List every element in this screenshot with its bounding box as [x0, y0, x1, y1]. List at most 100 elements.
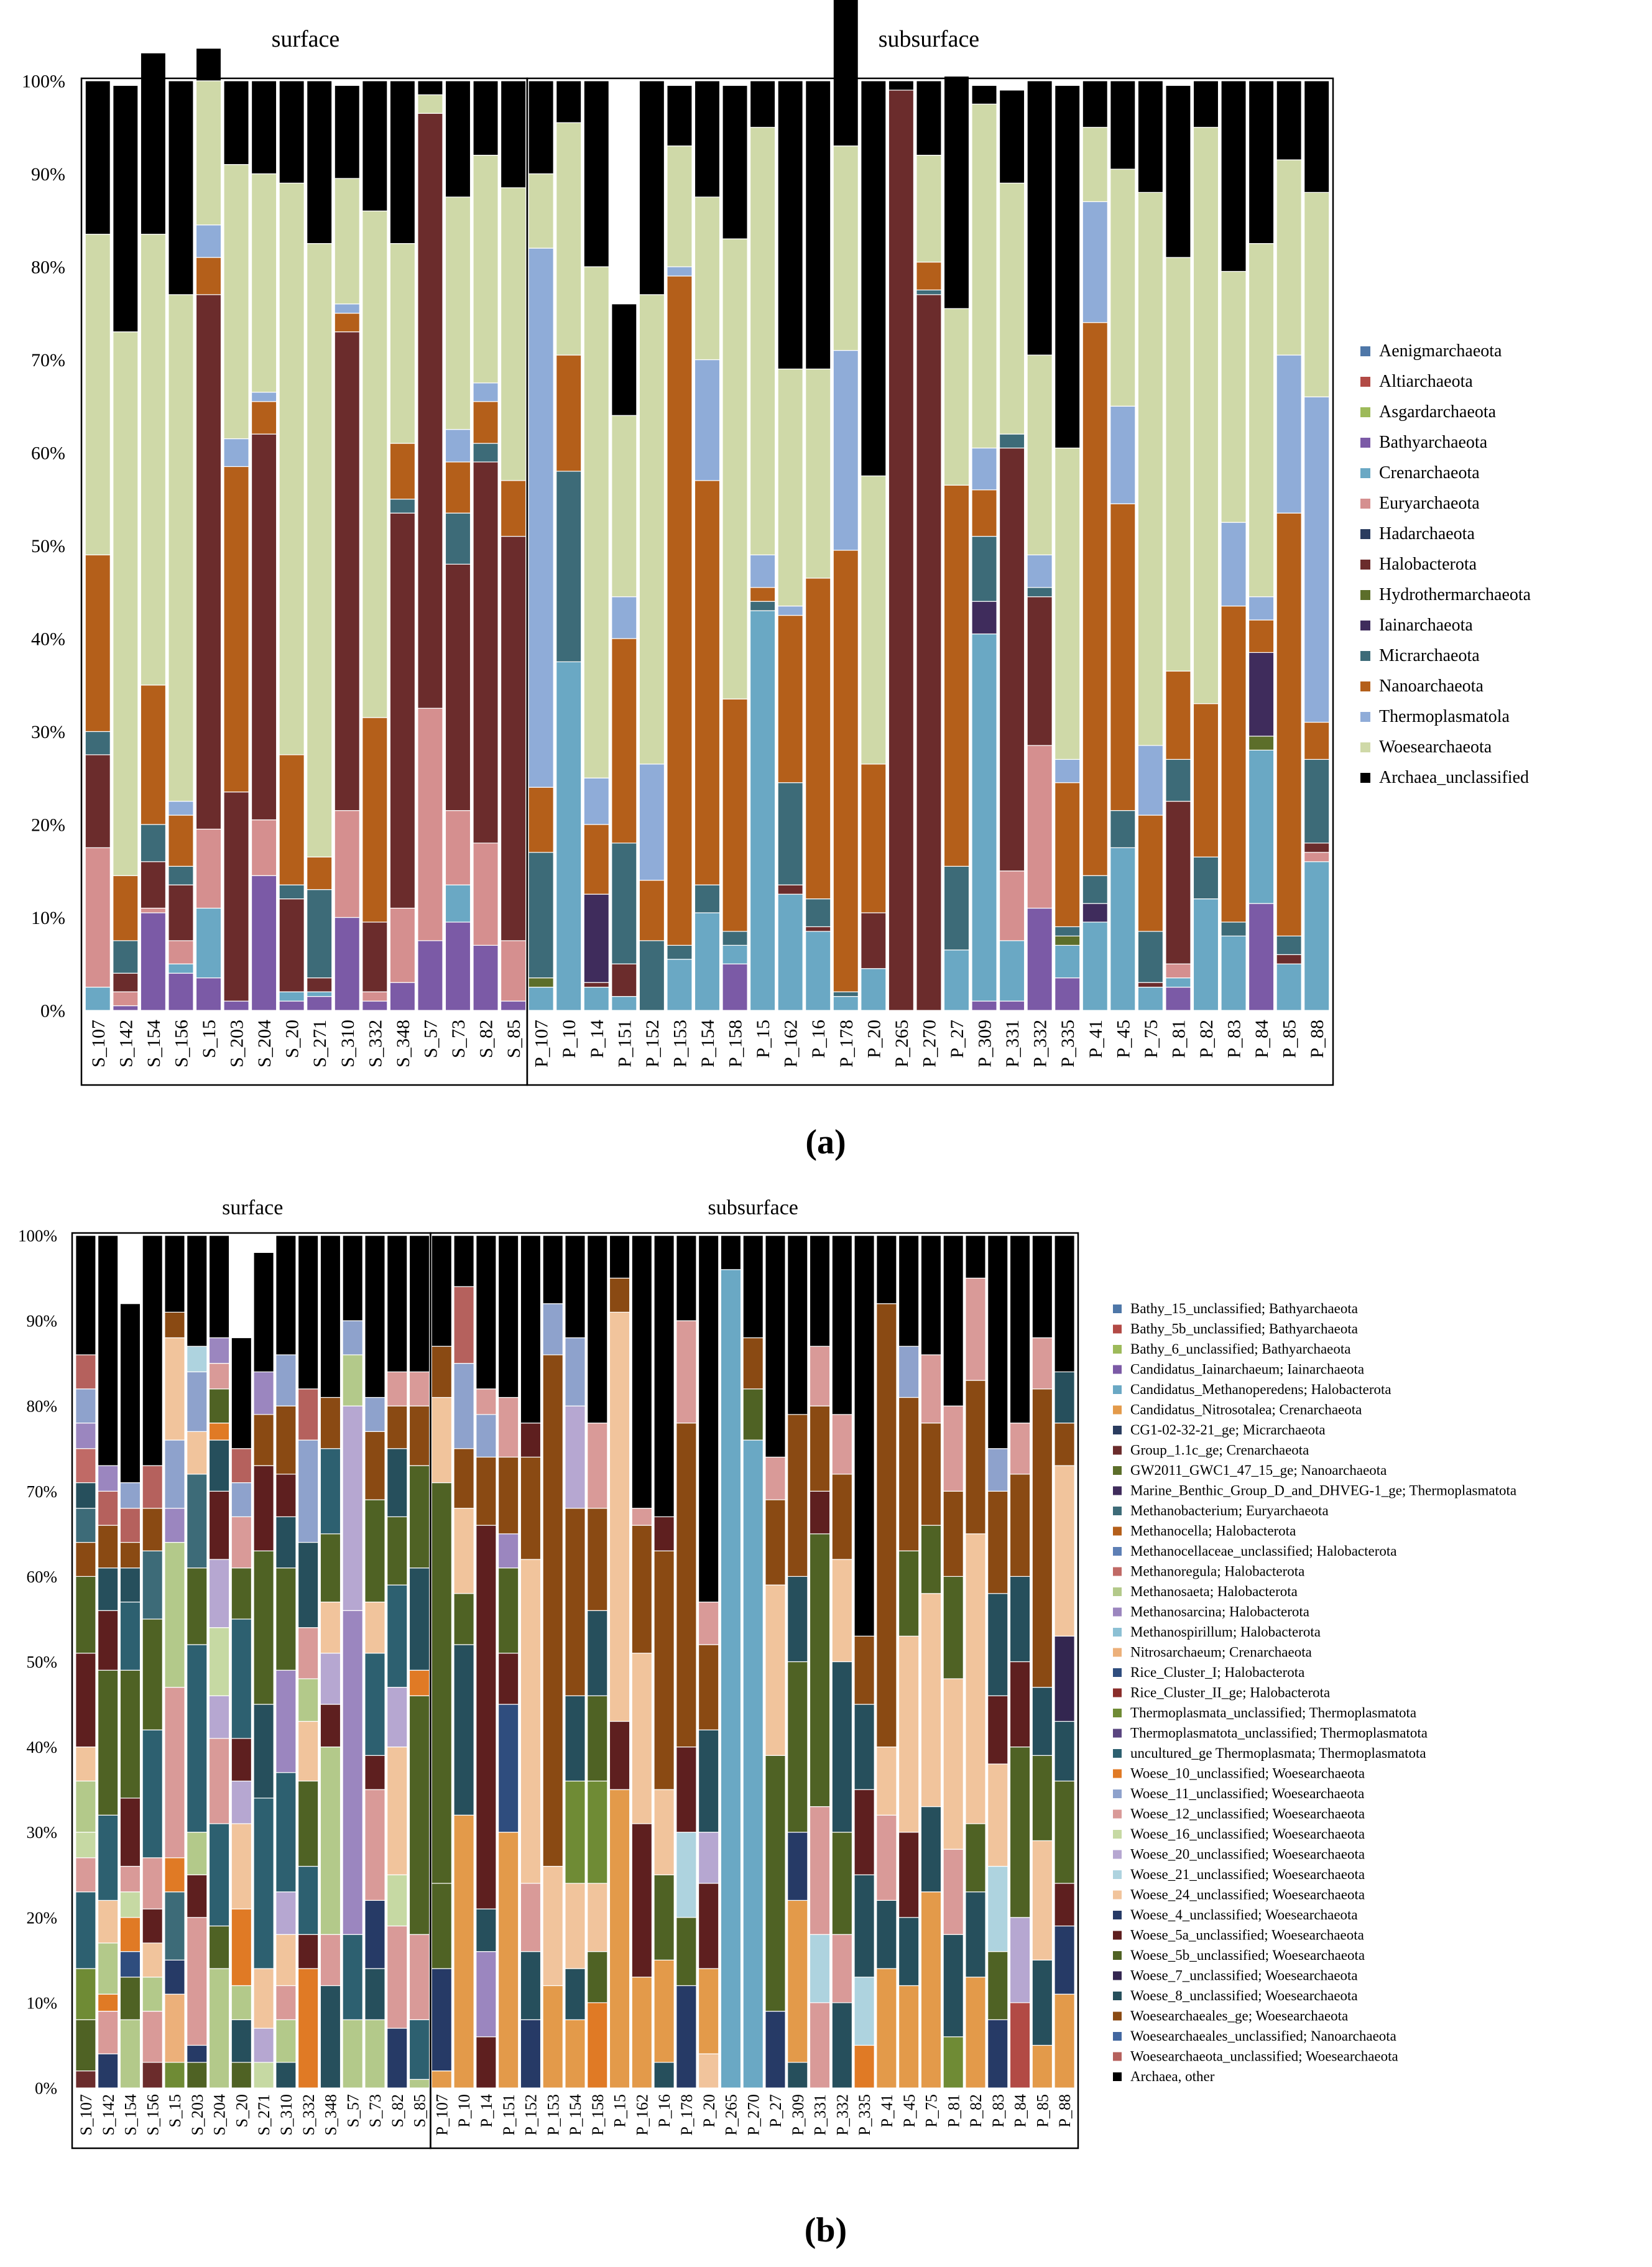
- bar-segment: [833, 991, 859, 997]
- x-tick-label: P_83: [989, 2094, 1007, 2127]
- x-tick-label: S_15: [166, 2094, 184, 2127]
- x-tick-label: P_158: [726, 1020, 746, 1068]
- bar-segment: [520, 1456, 542, 1560]
- bar-segment: [85, 847, 111, 988]
- legend-swatch: [1113, 1466, 1122, 1475]
- bar-segment: [653, 1959, 675, 2063]
- bar-segment: [1031, 1959, 1053, 2046]
- bar-segment: [722, 944, 748, 964]
- legend-label: Crenarchaeota: [1379, 463, 1480, 482]
- x-tick-label: S_348: [322, 2094, 340, 2135]
- bar-segment: [119, 1669, 141, 1799]
- bar-segment: [920, 1891, 942, 2089]
- bar-segment: [208, 1695, 230, 1739]
- bar-segment: [417, 113, 443, 709]
- legend-label: Bathyarchaeota: [1379, 433, 1488, 452]
- x-tick-label: P_162: [633, 2094, 651, 2135]
- y-tick-label: 70%: [27, 1482, 58, 1501]
- bar-segment: [119, 1891, 141, 1918]
- bar-segment: [275, 1474, 297, 1518]
- bar-segment: [453, 1235, 474, 1287]
- legend-swatch: [1113, 1607, 1122, 1617]
- bar-segment: [556, 661, 582, 1011]
- x-tick-label: S_15: [199, 1020, 219, 1058]
- x-tick-label: P_153: [544, 2094, 562, 2135]
- bar-segment: [431, 1883, 453, 1969]
- bar-segment: [805, 368, 831, 579]
- bar-segment: [279, 884, 305, 900]
- bar-segment: [943, 1576, 964, 1679]
- bar-segment: [251, 173, 277, 393]
- bar-segment: [971, 601, 997, 635]
- bar-segment: [765, 1755, 786, 2012]
- bar-segment: [387, 1405, 408, 1449]
- bar-segment: [168, 80, 194, 295]
- bar-segment: [676, 1747, 697, 1833]
- bar-segment: [587, 1235, 608, 1424]
- bar-segment: [1110, 847, 1136, 1011]
- bar-segment: [920, 1806, 942, 1893]
- x-tick-label: P_10: [559, 1020, 579, 1058]
- x-tick-label: P_41: [1086, 1020, 1106, 1058]
- bar-segment: [113, 972, 139, 992]
- bar-segment: [631, 1508, 653, 1526]
- legend-label: Woesearchaeota_unclassified; Woesearchae…: [1130, 2049, 1398, 2064]
- bar-segment: [1248, 619, 1275, 653]
- bar-segment: [765, 1456, 786, 1500]
- bar-segment: [1137, 931, 1164, 983]
- bar-segment: [898, 1235, 920, 1347]
- legend-swatch: [1113, 1911, 1122, 1919]
- bar-segment: [334, 331, 360, 811]
- bar-segment: [476, 1908, 497, 1952]
- x-tick-label: S_310: [277, 2094, 295, 2135]
- bar-segment: [565, 1883, 586, 1969]
- bar-segment: [1248, 80, 1275, 244]
- x-tick-label: S_20: [282, 1020, 303, 1058]
- x-tick-label: P_81: [944, 2094, 962, 2127]
- bar-segment: [542, 1354, 563, 1867]
- bar-segment: [75, 2019, 96, 2072]
- y-tick-label: 100%: [22, 72, 65, 92]
- x-tick-label: P_27: [947, 1020, 967, 1058]
- legend-swatch: [1113, 1446, 1122, 1455]
- legend-label: Woese_16_unclassified; Woesearchaeota: [1130, 1826, 1365, 1842]
- bar-segment: [965, 1977, 986, 2089]
- y-tick-label: 50%: [31, 536, 65, 556]
- x-tick-label: S_85: [504, 1020, 524, 1058]
- bar-segment: [676, 1320, 697, 1424]
- legend-swatch: [1113, 2011, 1122, 2021]
- bar-segment: [787, 2062, 808, 2089]
- x-tick-label: S_203: [188, 2094, 206, 2135]
- panel-label-b: (b): [805, 2211, 847, 2250]
- bar-segment: [1221, 935, 1247, 1011]
- bar-segment: [1221, 80, 1247, 272]
- bar-segment: [187, 1431, 208, 1475]
- bar-segment: [473, 461, 499, 844]
- legend-swatch: [1113, 1547, 1122, 1556]
- bar-segment: [473, 944, 499, 1011]
- bar-segment: [1031, 1840, 1053, 1960]
- bar-segment: [445, 563, 471, 811]
- bar-segment: [279, 754, 305, 885]
- bar-segment: [898, 1397, 920, 1551]
- legend-label: Hadarchaeota: [1379, 524, 1475, 543]
- bar-segment: [445, 921, 471, 1011]
- bar-segment: [833, 349, 859, 551]
- bar-segment: [223, 438, 249, 468]
- bar-segment: [722, 963, 748, 1011]
- legend-swatch: [1360, 377, 1370, 387]
- bar-segment: [943, 1934, 964, 2038]
- bar-segment: [694, 359, 721, 481]
- bar-segment: [142, 2062, 163, 2089]
- legend-label: Methanospirillum; Halobacterota: [1130, 1624, 1321, 1640]
- bar-segment: [387, 2028, 408, 2089]
- legend-swatch: [1113, 1890, 1122, 1900]
- bar-segment: [320, 1397, 341, 1449]
- bar-segment: [85, 731, 111, 755]
- bar-segment: [565, 1337, 586, 1406]
- bar-segment: [208, 1627, 230, 1696]
- legend-label: Woesearchaeales_unclassified; Nanoarchae…: [1130, 2028, 1396, 2044]
- bar-segment: [556, 354, 582, 472]
- legend-label: Nitrosarchaeum; Crenarchaeota: [1130, 1645, 1312, 1660]
- bar-segment: [187, 1371, 208, 1432]
